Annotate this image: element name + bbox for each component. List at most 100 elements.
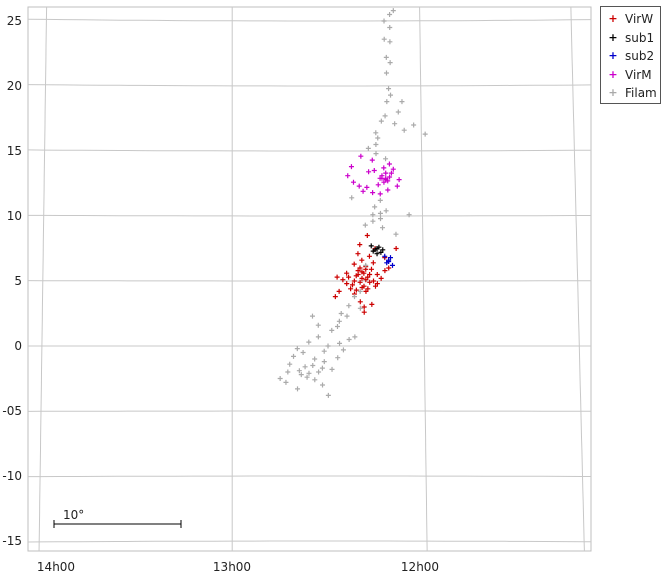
data-point (374, 272, 380, 277)
scale-bar-label: 10° (63, 508, 84, 522)
data-point (373, 130, 379, 136)
data-point (377, 210, 383, 216)
x-tick-label: 14h00 (37, 560, 75, 574)
legend-entry-virw: + VirW (607, 11, 653, 27)
data-point (368, 243, 374, 249)
data-point (381, 18, 387, 24)
data-point (355, 251, 361, 257)
data-point (367, 279, 373, 285)
coordinate-grid (28, 7, 591, 551)
dec-grid-line (28, 18, 591, 22)
data-point (378, 118, 384, 124)
data-point (306, 370, 312, 376)
data-point (360, 188, 366, 194)
data-point (315, 322, 321, 328)
data-point (357, 288, 363, 294)
data-point (321, 348, 327, 354)
data-point (320, 382, 326, 388)
data-point (329, 327, 335, 333)
data-point (374, 281, 380, 287)
data-point (366, 169, 372, 175)
dec-grid-line (28, 475, 591, 478)
data-point (396, 177, 402, 183)
data-point (382, 113, 388, 119)
data-point (363, 288, 369, 294)
data-point (381, 36, 387, 42)
series-sub2 (382, 253, 396, 268)
data-point (346, 274, 352, 280)
data-point (383, 170, 389, 176)
data-point (364, 184, 370, 190)
data-point (364, 233, 370, 238)
data-point (378, 249, 384, 255)
data-point (422, 131, 428, 137)
dec-grid-line (28, 214, 591, 217)
data-point (359, 285, 365, 290)
data-point (387, 12, 393, 17)
data-point (277, 376, 283, 381)
data-point (383, 54, 389, 60)
data-point (345, 173, 351, 179)
legend-marker: + (608, 30, 618, 44)
data-point (357, 279, 363, 285)
data-point (367, 272, 373, 277)
x-tick-labels: 14h00 13h00 12h00 (37, 560, 439, 574)
data-point (346, 303, 352, 309)
legend: + VirW + sub1 + sub2 + VirM + Filam (600, 6, 661, 104)
data-point (291, 353, 297, 359)
legend-label: VirM (625, 67, 652, 82)
data-point (344, 313, 350, 319)
data-point (335, 355, 341, 361)
data-point (310, 363, 316, 368)
data-point (362, 222, 368, 228)
legend-entry-virm: + VirM (607, 67, 652, 83)
y-tick-label: 20 (7, 79, 22, 93)
data-point (393, 246, 399, 251)
data-point (357, 305, 363, 311)
data-point (350, 179, 356, 185)
data-point (388, 92, 394, 98)
data-point (348, 164, 354, 170)
y-tick-label: 25 (7, 14, 22, 28)
scale-bar: 10° (53, 508, 182, 528)
data-point (384, 99, 390, 105)
data-point (340, 277, 346, 283)
data-point (395, 109, 401, 115)
data-point (390, 262, 396, 268)
data-point (363, 277, 369, 283)
data-point (386, 259, 392, 264)
y-tick-label: 10 (7, 209, 22, 223)
data-point (383, 156, 389, 162)
data-point (329, 366, 335, 372)
data-point (359, 275, 365, 281)
data-point (382, 253, 388, 259)
data-point (375, 135, 381, 141)
data-point (365, 274, 371, 280)
legend-marker: + (608, 86, 618, 99)
legend-label: sub2 (625, 49, 655, 63)
series-virm (345, 153, 402, 197)
data-point (357, 242, 363, 248)
data-point (382, 268, 388, 274)
data-point (378, 216, 384, 222)
data-point (359, 269, 365, 275)
data-point (357, 299, 363, 305)
data-point (334, 274, 340, 280)
data-point (380, 247, 386, 253)
data-point (340, 347, 346, 353)
series-virw (332, 233, 399, 315)
data-point (349, 195, 355, 201)
data-point (379, 175, 385, 181)
data-point (353, 287, 359, 293)
series-sub1 (368, 243, 386, 257)
data-point (336, 318, 342, 324)
data-point (386, 161, 392, 167)
data-point (394, 183, 400, 189)
data-point (294, 346, 300, 352)
data-point (383, 177, 389, 183)
data-point (374, 251, 380, 257)
data-point (359, 257, 365, 263)
legend-label: VirW (625, 12, 654, 26)
data-point (368, 266, 374, 272)
data-point (349, 282, 355, 288)
